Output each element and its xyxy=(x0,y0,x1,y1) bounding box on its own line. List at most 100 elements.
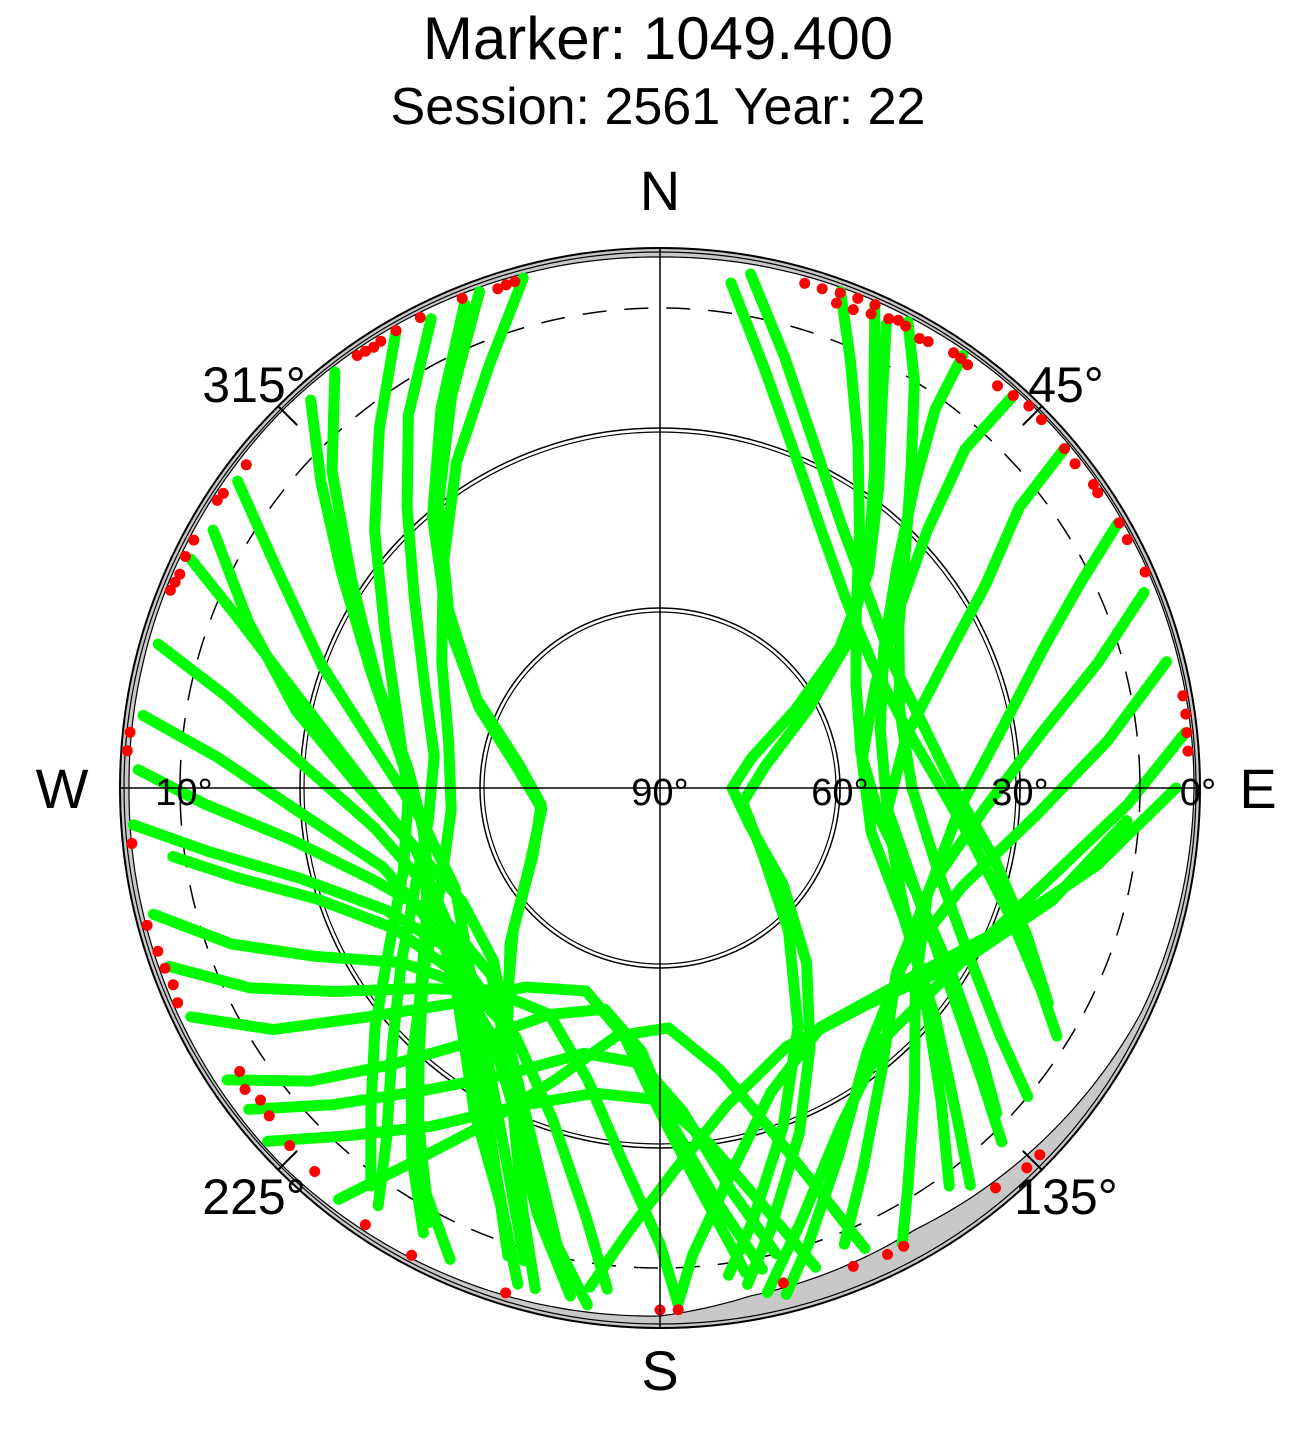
azimuth-label: 315° xyxy=(202,357,305,413)
low-elevation-point xyxy=(169,576,181,588)
satellite-track xyxy=(207,524,541,1295)
compass-east: E xyxy=(1239,757,1276,820)
low-elevation-point xyxy=(1121,534,1133,546)
low-elevation-point xyxy=(174,568,186,580)
low-elevation-point xyxy=(922,336,934,348)
low-elevation-point xyxy=(847,304,859,316)
satellite-track xyxy=(874,350,1008,1148)
low-elevation-points xyxy=(121,276,1194,1316)
low-elevation-point xyxy=(239,1084,251,1095)
low-elevation-point xyxy=(799,277,811,289)
low-elevation-point xyxy=(167,979,179,991)
elevation-label: 90° xyxy=(631,772,688,814)
low-elevation-point xyxy=(375,335,387,347)
satellite-track xyxy=(835,286,1003,1119)
low-elevation-point xyxy=(1021,1162,1033,1174)
low-elevation-point xyxy=(240,459,252,471)
low-elevation-point xyxy=(164,584,176,596)
low-elevation-point xyxy=(1023,400,1035,412)
low-elevation-point xyxy=(1007,390,1019,402)
low-elevation-point xyxy=(865,308,877,320)
satellite-track xyxy=(221,1003,768,1275)
low-elevation-point xyxy=(217,487,229,499)
low-elevation-point xyxy=(1181,727,1193,739)
low-elevation-point xyxy=(1088,479,1099,490)
low-elevation-point xyxy=(456,292,468,304)
satellite-track xyxy=(745,268,1054,1009)
low-elevation-point xyxy=(1036,414,1047,426)
satellite-track xyxy=(893,316,1034,1102)
low-elevation-point xyxy=(990,1182,1001,1194)
low-elevation-point xyxy=(1113,517,1125,529)
low-elevation-point xyxy=(121,745,133,757)
low-elevation-point xyxy=(1069,458,1081,470)
azimuth-tick xyxy=(1022,1150,1043,1171)
low-elevation-point xyxy=(351,350,363,361)
low-elevation-point xyxy=(869,299,881,311)
low-elevation-point xyxy=(962,359,973,371)
axis-labels: N S E W 45° 135° 225° 315° 0° 30° 60° 90° 10° xyxy=(36,159,1277,1402)
satellite-track xyxy=(262,1087,822,1273)
azimuth-label: 135° xyxy=(1014,1169,1117,1225)
low-elevation-point xyxy=(777,1277,789,1289)
low-elevation-point xyxy=(883,313,895,325)
low-elevation-point xyxy=(1034,1149,1046,1161)
low-elevation-point xyxy=(263,1110,275,1122)
elevation-label: 60° xyxy=(811,772,868,814)
low-elevation-point xyxy=(1177,690,1189,702)
low-elevation-point xyxy=(159,962,171,974)
chart-title: Marker: 1049.400 xyxy=(422,5,894,72)
low-elevation-point xyxy=(255,1094,266,1106)
low-elevation-point xyxy=(992,380,1003,392)
satellite-track xyxy=(185,981,751,1278)
low-elevation-point xyxy=(124,726,136,738)
low-elevation-point xyxy=(672,1304,684,1316)
satellite-track xyxy=(333,1022,871,1254)
satellite-track xyxy=(723,300,881,1281)
low-elevation-point xyxy=(1059,443,1070,455)
satellite-track xyxy=(761,727,1191,1299)
compass-south: S xyxy=(641,1339,678,1402)
low-elevation-point xyxy=(152,945,164,957)
low-elevation-point xyxy=(852,292,864,304)
low-elevation-point xyxy=(414,312,426,323)
elevation-label: 10° xyxy=(155,772,212,814)
azimuth-tick xyxy=(1022,405,1043,426)
low-elevation-point xyxy=(1180,708,1192,720)
low-elevation-point xyxy=(898,1240,910,1252)
low-elevation-point xyxy=(914,333,925,344)
satellite-track xyxy=(856,390,1019,1191)
compass-west: W xyxy=(36,757,89,820)
low-elevation-point xyxy=(188,534,200,546)
satellite-track xyxy=(164,961,684,1310)
low-elevation-point xyxy=(359,1219,371,1231)
elevation-label: 30° xyxy=(991,772,1048,814)
low-elevation-point xyxy=(847,1260,859,1272)
low-elevation-point xyxy=(141,919,153,931)
satellite-track xyxy=(780,656,1172,1300)
satellite-track xyxy=(896,518,1123,1250)
low-elevation-point xyxy=(1139,566,1151,578)
azimuth-label: 225° xyxy=(202,1169,305,1225)
compass-north: N xyxy=(640,159,680,222)
low-elevation-point xyxy=(284,1140,296,1152)
low-elevation-point xyxy=(882,1249,893,1260)
satellite-track xyxy=(881,443,1070,1192)
low-elevation-point xyxy=(126,838,138,849)
satellite-track xyxy=(838,587,1150,1250)
low-elevation-point xyxy=(179,551,191,562)
low-elevation-point xyxy=(359,345,371,357)
axes xyxy=(120,248,1200,1328)
low-elevation-point xyxy=(900,320,912,332)
low-elevation-point xyxy=(834,287,846,299)
low-elevation-point xyxy=(831,297,842,309)
azimuth-tick xyxy=(277,1150,298,1171)
satellite-track xyxy=(137,709,524,1290)
low-elevation-point xyxy=(509,276,521,288)
azimuth-label: 45° xyxy=(1028,357,1104,413)
elevation-label: 0° xyxy=(1180,772,1216,814)
low-elevation-point xyxy=(234,1066,246,1077)
azimuth-tick xyxy=(277,405,298,426)
low-elevation-point xyxy=(492,283,504,295)
